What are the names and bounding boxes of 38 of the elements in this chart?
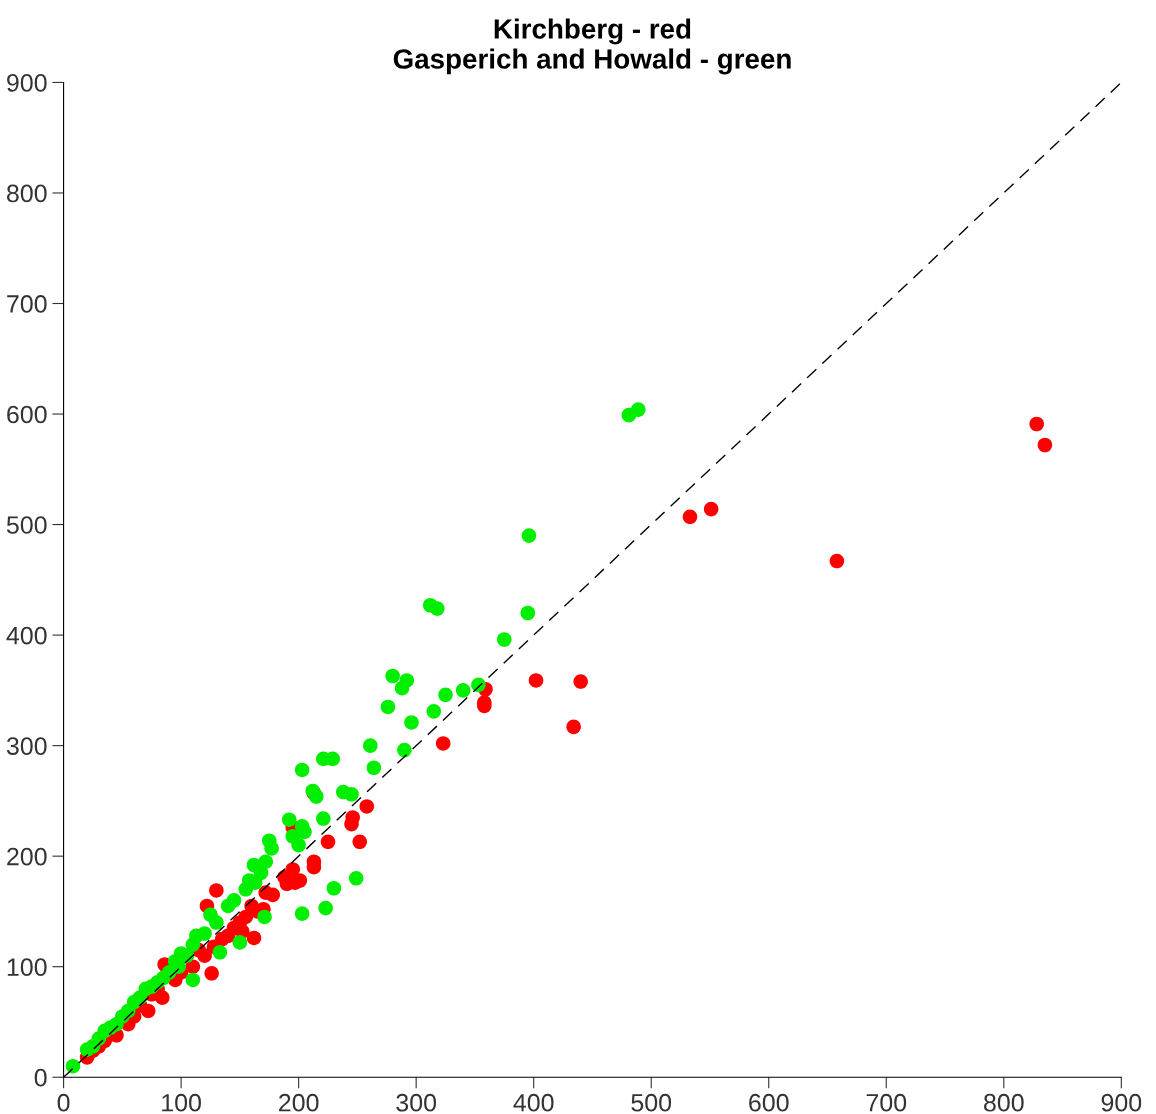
point <box>204 966 219 981</box>
point <box>352 834 368 850</box>
y-tick-label: 300 <box>6 737 47 755</box>
point <box>528 673 544 688</box>
x-tick-label: 0 <box>57 1093 70 1112</box>
x-tick-label: 700 <box>866 1093 907 1112</box>
point <box>265 887 281 903</box>
point <box>566 719 581 735</box>
y-tick-label: 600 <box>7 405 47 424</box>
point <box>1037 437 1053 453</box>
y-tick-label: 400 <box>6 626 47 645</box>
point <box>682 509 698 525</box>
point <box>359 799 375 814</box>
x-tick-label: 600 <box>749 1093 789 1112</box>
point <box>1029 416 1044 432</box>
point <box>829 553 845 569</box>
y-tick-label: 500 <box>6 516 47 534</box>
y-tick-label: 200 <box>7 847 47 866</box>
point <box>703 501 719 517</box>
point <box>435 736 451 751</box>
x-tick-label: 300 <box>396 1093 437 1112</box>
x-tick-label: 200 <box>279 1093 319 1112</box>
x-tick-label: 800 <box>984 1093 1024 1112</box>
chart-title: Kirchberg - red Gasperich and Howald - green <box>393 18 791 75</box>
y-tick-label: 0 <box>34 1068 47 1087</box>
point <box>320 834 336 850</box>
x-tick-label: 100 <box>162 1093 201 1112</box>
y-tick-label: 800 <box>6 184 47 203</box>
point <box>209 883 224 898</box>
point <box>277 869 292 885</box>
x-tick-label: 500 <box>631 1093 672 1112</box>
point <box>573 674 588 689</box>
x-tick-label: 400 <box>513 1093 554 1112</box>
y-tick-label: 700 <box>7 295 47 313</box>
y-tick-label: 100 <box>7 958 47 977</box>
point <box>246 930 262 946</box>
y-tick-label: 900 <box>7 74 47 92</box>
x-tick-label: 900 <box>1101 1093 1142 1112</box>
